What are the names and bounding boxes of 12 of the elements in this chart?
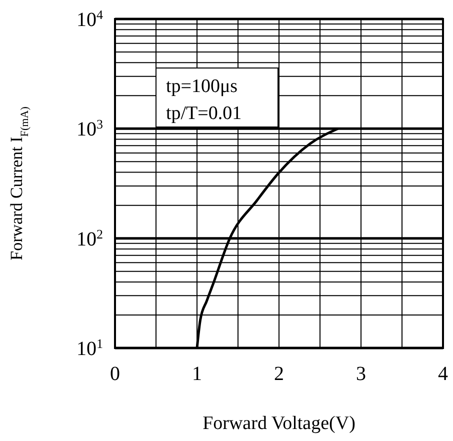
x-tick-label: 3 <box>356 363 366 385</box>
x-tick-label: 4 <box>438 363 448 385</box>
x-tick-label: 2 <box>274 363 284 385</box>
y-tick-label: 10$^{2}$ <box>76 226 103 250</box>
annotation: tp/T=0.01 <box>166 103 242 124</box>
y-tick-label: 10$^{3}$ <box>76 116 103 141</box>
x-tick-label: 1 <box>192 363 202 385</box>
x-axis-title: Forward Voltage(V) <box>202 413 356 434</box>
x-tick-label: 0 <box>110 363 120 385</box>
y-tick-label: 10$^{1}$ <box>76 336 103 360</box>
y-tick-label: 10$^{4}$ <box>76 6 104 31</box>
annotation: tp=100μs <box>166 76 238 97</box>
